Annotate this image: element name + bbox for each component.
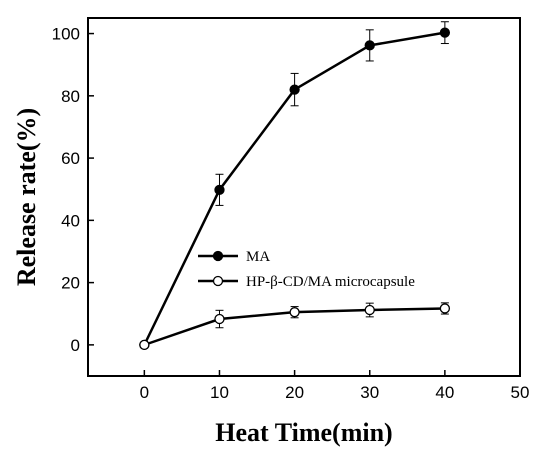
- x-tick-label: 40: [435, 383, 454, 402]
- series-microcapsule: [139, 302, 451, 351]
- y-tick-label: 60: [61, 149, 80, 168]
- x-tick-label: 30: [360, 383, 379, 402]
- data-point: [364, 40, 375, 51]
- legend-label: HP-β-CD/MA microcapsule: [246, 274, 415, 290]
- legend-marker: [212, 275, 224, 287]
- series-layer: [139, 21, 451, 351]
- legend-label: MA: [246, 249, 270, 265]
- y-tick-label: 0: [71, 336, 80, 355]
- x-tick-label: 50: [511, 383, 530, 402]
- data-point: [289, 307, 300, 318]
- y-tick-label: 100: [52, 25, 80, 44]
- data-point: [214, 313, 225, 325]
- data-point: [439, 27, 451, 38]
- series-ma: [139, 21, 451, 351]
- x-tick-label: 10: [210, 383, 229, 402]
- legend: MA HP-β-CD/MA microcapsule: [198, 249, 415, 290]
- data-point: [139, 339, 150, 351]
- x-tick-label: 20: [285, 383, 304, 402]
- y-tick-label: 80: [61, 87, 80, 106]
- legend-marker: [212, 250, 224, 262]
- y-axis-title: Release rate(%): [12, 108, 41, 286]
- ticks-layer: 0 10 20 30 40 50 0 20 40 60 80 100: [52, 25, 530, 402]
- y-tick-label: 20: [61, 274, 80, 293]
- x-axis-title: Heat Time(min): [215, 418, 392, 447]
- data-point: [364, 304, 375, 316]
- x-tick-label: 0: [140, 383, 149, 402]
- y-tick-label: 40: [61, 211, 80, 230]
- data-point: [214, 184, 225, 195]
- data-point: [439, 303, 451, 314]
- data-point: [289, 84, 300, 95]
- plot-frame: [87, 17, 521, 377]
